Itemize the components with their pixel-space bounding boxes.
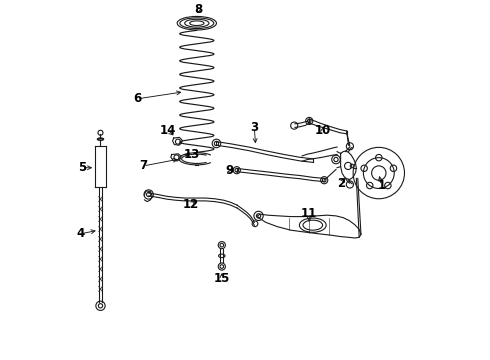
Text: 11: 11 <box>301 207 318 220</box>
Text: 6: 6 <box>133 93 142 105</box>
Text: 12: 12 <box>183 198 199 211</box>
Text: 13: 13 <box>184 148 200 161</box>
Text: 10: 10 <box>315 124 331 137</box>
Text: 8: 8 <box>195 3 203 16</box>
Text: 9: 9 <box>225 164 233 177</box>
Text: 5: 5 <box>78 161 86 174</box>
Text: 3: 3 <box>250 121 258 134</box>
Text: 4: 4 <box>77 227 85 240</box>
Text: 14: 14 <box>160 124 176 137</box>
Text: 2: 2 <box>337 177 345 190</box>
Text: 7: 7 <box>139 159 147 172</box>
Text: 1: 1 <box>377 179 385 192</box>
Text: 15: 15 <box>214 272 230 285</box>
